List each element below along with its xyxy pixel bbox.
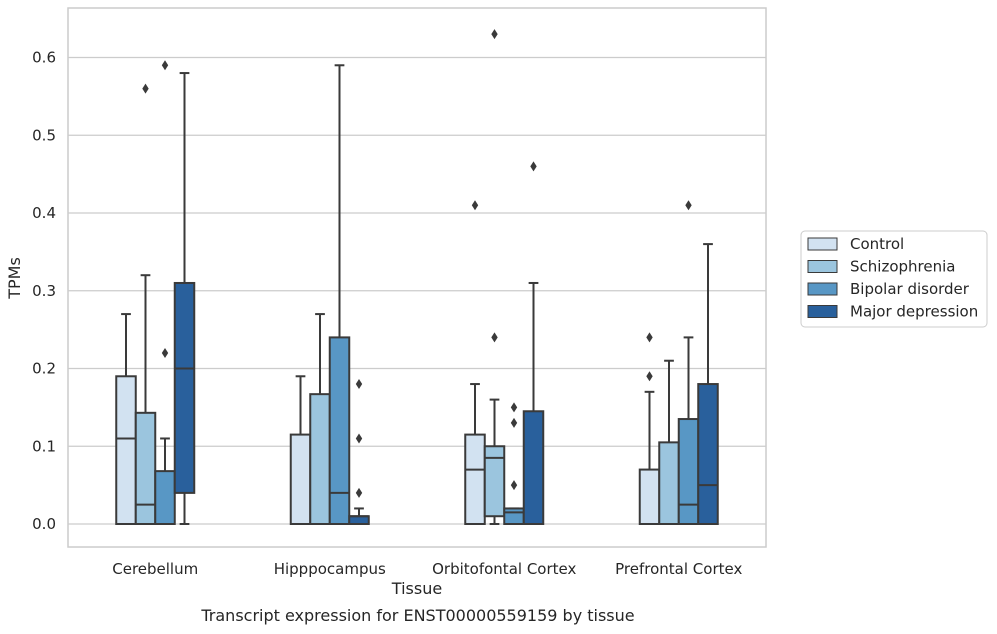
box-0-0 [115, 313, 137, 525]
box-body [289, 433, 312, 525]
outlier-point [355, 433, 363, 444]
box-2-0 [464, 200, 486, 525]
box-body [658, 441, 680, 525]
box-body [309, 393, 331, 525]
outlier-point [161, 347, 169, 358]
box-body [173, 281, 196, 494]
box-2-1 [483, 29, 506, 525]
y-tick-label: 0.3 [32, 282, 56, 300]
legend-swatch [807, 282, 838, 296]
plot-frame [67, 7, 767, 548]
box-body [638, 468, 661, 526]
legend-swatch [807, 305, 838, 318]
x-axis-label: Tissue [391, 579, 442, 598]
outlier-point [161, 60, 169, 71]
outlier-point [355, 379, 363, 390]
box-3-0 [638, 332, 661, 526]
legend-swatch [807, 237, 838, 251]
box-body [483, 445, 506, 518]
x-tick-label: Hipppocampus [274, 560, 386, 578]
box-layer [115, 29, 719, 526]
box-0-2 [154, 60, 176, 526]
outlier-point [530, 161, 537, 172]
outlier-point [491, 29, 498, 40]
box-2-3 [522, 161, 545, 526]
x-tick-label: Prefrontal Cortex [615, 560, 742, 578]
legend-label: Control [850, 235, 904, 253]
box-body [348, 515, 370, 525]
x-axis-ticks: Cerebellum Hipppocampus Orbitofontal Corte… [112, 560, 742, 578]
x-tick-label: Cerebellum [112, 560, 198, 578]
outlier-point [471, 200, 479, 211]
box-body [677, 418, 700, 526]
box-1-2 [328, 64, 351, 525]
box-3-2 [677, 200, 700, 526]
box-0-3 [173, 72, 196, 525]
box-3-1 [658, 359, 680, 525]
legend: Control Schizophrenia Bipolar disorder Majo… [800, 230, 988, 328]
box-2-2 [503, 402, 525, 526]
box-1-1 [309, 313, 331, 525]
outlier-point [491, 332, 498, 343]
box-body [464, 433, 486, 525]
x-tick-label: Orbitofontal Cortex [432, 560, 576, 578]
legend-frame [800, 230, 988, 328]
y-tick-label: 0.6 [32, 49, 56, 67]
legend-label: Schizophrenia [850, 258, 955, 276]
legend-label: Major depression [850, 303, 978, 321]
box-0-1 [134, 83, 157, 526]
y-tick-label: 0.1 [32, 437, 56, 455]
outlier-point [510, 417, 518, 428]
legend-label: Bipolar disorder [850, 280, 970, 298]
box-body [697, 383, 719, 525]
box-body [522, 410, 545, 526]
box-1-0 [289, 375, 312, 525]
outlier-point [685, 200, 692, 211]
y-tick-label: 0.5 [32, 126, 56, 144]
y-tick-label: 0.2 [32, 360, 56, 378]
outlier-point [646, 371, 653, 382]
legend-swatch [807, 260, 838, 273]
box-body [115, 375, 137, 525]
figure-caption: Transcript expression for ENST0000055915… [201, 606, 635, 625]
box-body [134, 411, 157, 526]
outlier-point [510, 480, 518, 491]
outlier-point [142, 83, 149, 94]
box-3-3 [697, 243, 719, 525]
box-body [328, 336, 351, 525]
y-tick-label: 0.4 [32, 204, 56, 222]
box-body [154, 470, 176, 526]
box-1-3 [348, 379, 370, 525]
y-axis-label: TPMs [5, 257, 24, 300]
outlier-point [355, 487, 363, 498]
y-tick-label: 0.0 [32, 515, 56, 533]
outlier-point [510, 402, 518, 413]
y-axis-ticks: 0.0 0.1 0.2 0.3 0.4 0.5 0.6 [32, 49, 56, 534]
outlier-point [646, 332, 653, 343]
box-body [503, 507, 525, 526]
